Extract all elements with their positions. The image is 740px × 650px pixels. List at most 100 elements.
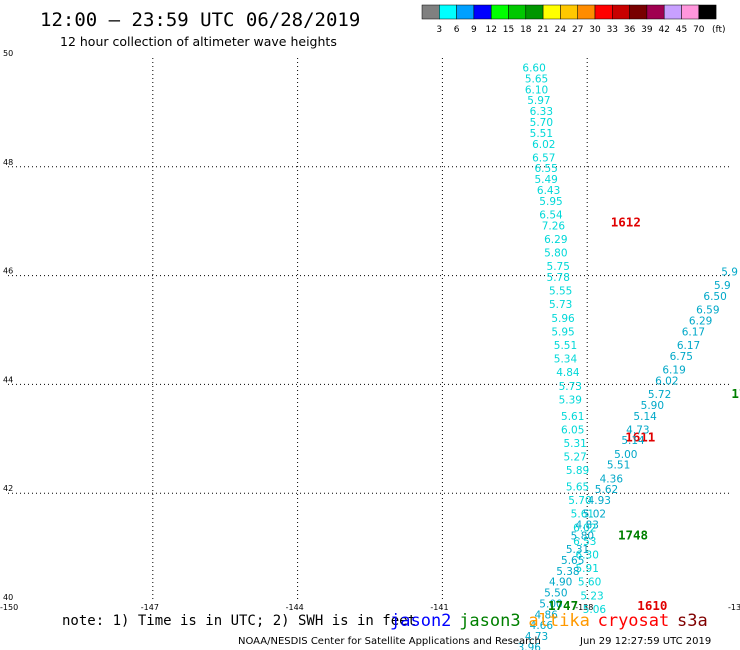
- swh-value: 5.61: [571, 509, 594, 521]
- swh-value: 4.93: [588, 495, 611, 507]
- colorbar-label: 12: [485, 25, 496, 35]
- swh-value: 4.66: [530, 620, 554, 632]
- swh-value: 5.31: [566, 544, 589, 556]
- swh-value: 6.02: [532, 139, 555, 151]
- swh-value: 6.57: [532, 152, 555, 164]
- swh-value: 5.75: [547, 261, 570, 273]
- colorbar-label: 18: [520, 25, 532, 35]
- colorbar-label: 30: [589, 25, 601, 35]
- swh-value: 5.00: [614, 449, 637, 461]
- legend: jason2 jason3 altika cryosat s3a: [390, 611, 708, 631]
- swh-value: 5.9: [721, 267, 738, 279]
- swh-value: 6.75: [670, 351, 693, 363]
- swh-value: 5.78: [547, 272, 570, 284]
- colorbar-swatch: [421, 4, 440, 20]
- colorbar-label: 3: [436, 25, 442, 35]
- colorbar-swatch: [525, 4, 544, 20]
- legend-s3a: s3a: [677, 611, 708, 631]
- colorbar-label: 42: [658, 25, 669, 35]
- colorbar-label: 21: [537, 25, 548, 35]
- colorbar-label: 39: [641, 25, 653, 35]
- swh-value: 7.26: [542, 220, 566, 232]
- colorbar-swatch: [473, 4, 492, 20]
- swh-value: 5.38: [556, 566, 579, 578]
- footer-credit: NOAA/NESDIS Center for Satellite Applica…: [238, 636, 541, 647]
- time-label: 1612: [611, 215, 641, 230]
- swh-value: 5.73: [549, 299, 572, 311]
- chart-subtitle: 12 hour collection of altimeter wave hei…: [60, 34, 337, 49]
- swh-value: 5.96: [551, 313, 575, 325]
- colorbar-swatch: [681, 4, 700, 20]
- y-tick-label: 46: [3, 267, 13, 276]
- swh-value: 6.30: [576, 549, 599, 561]
- swh-value: 6.02: [573, 522, 596, 534]
- swh-value: 5.62: [595, 484, 618, 496]
- swh-value: 5.95: [539, 196, 562, 208]
- swh-value: 5.89: [566, 465, 589, 477]
- swh-value: 5.39: [559, 394, 582, 406]
- swh-value: 6.29: [544, 234, 567, 246]
- colorbar-swatch: [490, 4, 509, 20]
- swh-value: 6.02: [655, 375, 678, 387]
- swh-value: 6.33: [530, 106, 553, 118]
- x-tick-label: -150: [0, 603, 18, 612]
- time-label: 1611: [625, 430, 655, 445]
- colorbar-swatch: [439, 4, 457, 20]
- swh-value: 6.17: [677, 340, 700, 352]
- swh-value: 4.86: [534, 609, 558, 621]
- grid: [8, 58, 732, 602]
- colorbar-swatch: [698, 4, 717, 20]
- swh-value: 5.51: [554, 340, 577, 352]
- colorbar: 3 6 9 12 15 18 21 24 27 30 33 36 39 42 45 70: [421, 4, 717, 35]
- colorbar-label: 27: [572, 25, 583, 35]
- swh-value: 4.73: [525, 631, 548, 643]
- colorbar-label: 33: [607, 25, 618, 35]
- x-tick-label: -138: [575, 603, 593, 612]
- swh-value: 6.53: [573, 536, 596, 548]
- time-label: 1610: [637, 598, 667, 613]
- x-tick-label: -147: [141, 603, 159, 612]
- colorbar-swatch: [542, 4, 561, 20]
- swh-value: 6.10: [525, 84, 548, 96]
- x-tick-label: -144: [286, 603, 304, 612]
- colorbar-label: 6: [454, 25, 460, 35]
- swh-value: 6.43: [537, 185, 560, 197]
- swh-value: 6.19: [662, 365, 685, 377]
- swh-value: 5.65: [525, 73, 548, 85]
- swh-value: 5.61: [561, 411, 584, 423]
- time-label: 1747: [548, 598, 578, 613]
- track-east: 5.95.96.506.596.296.176.176.756.196.025.…: [518, 267, 740, 650]
- note-text: note: 1) Time is in UTC; 2) SWH is in fe…: [62, 613, 416, 629]
- swh-value: 5.95: [551, 326, 574, 338]
- swh-value: 4.36: [600, 473, 624, 485]
- footer-timestamp: Jun 29 12:27:59 UTC 2019: [579, 636, 711, 647]
- y-tick-label: 42: [3, 484, 13, 493]
- axis-ticks: 50 48 46 44 42 40-150 -147 -144 -141 -138 -135: [0, 49, 740, 612]
- swh-value: 5.73: [559, 381, 582, 393]
- swh-value: 5.97: [527, 95, 550, 107]
- swh-value: 5.9: [714, 280, 731, 292]
- legend-jason2: jason2: [390, 611, 451, 631]
- swh-value: 5.14: [633, 411, 657, 423]
- colorbar-label: 45: [676, 25, 687, 35]
- colorbar-label: 9: [471, 25, 477, 35]
- swh-value: 5.14: [621, 435, 645, 447]
- swh-value: 5.70: [568, 495, 591, 507]
- time-label: 1749: [731, 386, 740, 401]
- swh-value: 4.90: [549, 577, 572, 589]
- colorbar-label: 70: [693, 25, 705, 35]
- swh-value: 5.31: [563, 438, 586, 450]
- y-tick-label: 50: [3, 49, 13, 58]
- data-tracks: 6.605.656.105.976.335.705.516.026.576.55…: [518, 63, 740, 650]
- swh-value: 6.17: [682, 326, 705, 338]
- swh-value: 5.27: [563, 452, 586, 464]
- swh-value: 5.65: [561, 555, 584, 567]
- swh-value: 6.29: [689, 316, 712, 328]
- legend-altika: altika: [528, 611, 589, 631]
- time-label: 1748: [618, 527, 648, 542]
- colorbar-swatch: [663, 4, 682, 20]
- swh-value: 5.02: [583, 509, 606, 521]
- colorbar-swatch: [612, 4, 630, 20]
- swh-value: 6.54: [539, 209, 563, 221]
